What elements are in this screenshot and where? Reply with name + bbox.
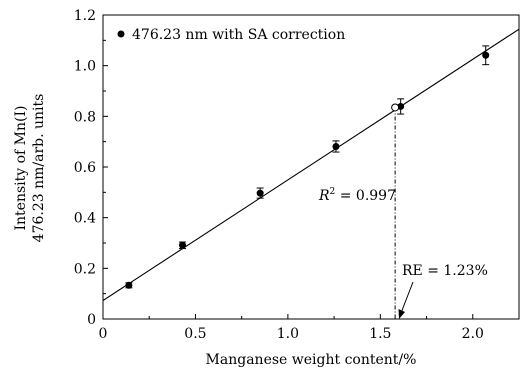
- y-tick-label: 1.0: [74, 59, 96, 75]
- data-point: [482, 51, 490, 59]
- plot-frame: [102, 14, 520, 320]
- re-arrow: [398, 281, 414, 319]
- x-tick-label: 1.5: [369, 326, 391, 342]
- data-point: [179, 241, 187, 249]
- y-tick-label: 0.6: [74, 160, 96, 176]
- r2-label-r: R: [318, 188, 330, 204]
- marks-layer: [125, 45, 490, 289]
- x-axis-label: Manganese weight content/%: [206, 352, 417, 368]
- legend-label: 476.23 nm with SA correction: [132, 27, 345, 43]
- open-point: [391, 103, 400, 112]
- x-tick-label: 2.0: [462, 326, 484, 342]
- fit-layer: [103, 28, 519, 319]
- y-tick-label: 0.2: [74, 261, 96, 277]
- r2-annotation: R2 = 0.997: [318, 187, 396, 204]
- y-axis-label-line2: 476.23 nm/arb. units: [31, 94, 47, 243]
- ticks-layer: 0 0.5 1.0 1.5 2.0 0 0.2 0.4 0.6 0.8 1.0 1.2: [74, 8, 484, 342]
- legend: 476.23 nm with SA correction: [117, 27, 345, 43]
- data-point: [125, 281, 133, 289]
- r2-label-sup: 2: [330, 187, 336, 197]
- y-tick-label: 0.8: [74, 109, 96, 125]
- x-tick-label: 1.0: [277, 326, 299, 342]
- re-annotation: RE = 1.23%: [402, 263, 488, 279]
- y-tick-label: 0: [87, 312, 96, 328]
- data-point: [332, 142, 340, 150]
- x-tick-label: 0.5: [184, 326, 206, 342]
- r2-label-value: = 0.997: [335, 188, 396, 204]
- fit-line: [103, 28, 519, 301]
- legend-marker: [117, 30, 125, 38]
- y-axis-label-line1: Intensity of Mn(I): [13, 106, 29, 231]
- y-tick-label: 1.2: [74, 8, 96, 24]
- y-tick-label: 0.4: [74, 211, 96, 227]
- data-point: [256, 189, 264, 197]
- x-tick-label: 0: [99, 326, 108, 342]
